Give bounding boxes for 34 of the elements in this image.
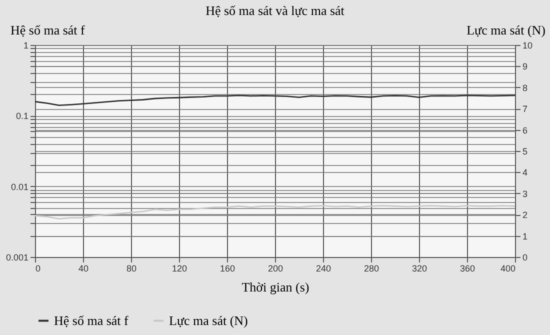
x-tick-label: 280 (364, 264, 380, 274)
x-tick-label: 160 (220, 264, 236, 274)
x-tick-label: 240 (316, 264, 332, 274)
y2-tick-label: 3 (522, 188, 528, 199)
legend-label: Lực ma sát (N) (169, 312, 248, 328)
x-tick-label: 40 (78, 264, 89, 274)
y2-tick-label: 10 (522, 40, 533, 50)
y-tick-label: 0.001 (6, 252, 28, 262)
x-tick-label: 320 (412, 264, 428, 274)
y2-tick-label: 5 (522, 146, 528, 156)
chart-title: Hệ số ma sát và lực ma sát (206, 3, 345, 18)
line-series (34, 204, 516, 220)
x-axis-title: Thời gian (s) (242, 280, 310, 294)
y-tick-label: 0.01 (10, 182, 28, 192)
x-tick-label: 360 (460, 264, 476, 274)
y2-tick-label: 4 (522, 168, 528, 178)
x-tick-label: 400 (500, 264, 516, 274)
y2-tick-label: 7 (522, 104, 528, 114)
y2-tick-label: 1 (522, 231, 528, 242)
y2-tick-label: 8 (522, 82, 528, 93)
y2-tick-label: 6 (522, 125, 528, 136)
y2-tick-label: 0 (522, 252, 528, 262)
y-tick-label: 0.1 (16, 111, 28, 122)
y-axis-title: Hệ số ma sát f (10, 22, 86, 38)
y-tick-label: 1 (23, 40, 28, 50)
line-series (34, 94, 516, 106)
legend-label: Hệ số ma sát f (54, 312, 130, 328)
y2-tick-label: 9 (522, 62, 528, 72)
y2-tick-label: 2 (522, 210, 528, 220)
x-tick-label: 80 (126, 264, 137, 274)
x-tick-label: 0 (36, 264, 41, 274)
y2-axis-title: Lực ma sát (N) (466, 22, 546, 38)
x-tick-label: 120 (172, 264, 188, 274)
x-tick-label: 200 (268, 264, 284, 274)
